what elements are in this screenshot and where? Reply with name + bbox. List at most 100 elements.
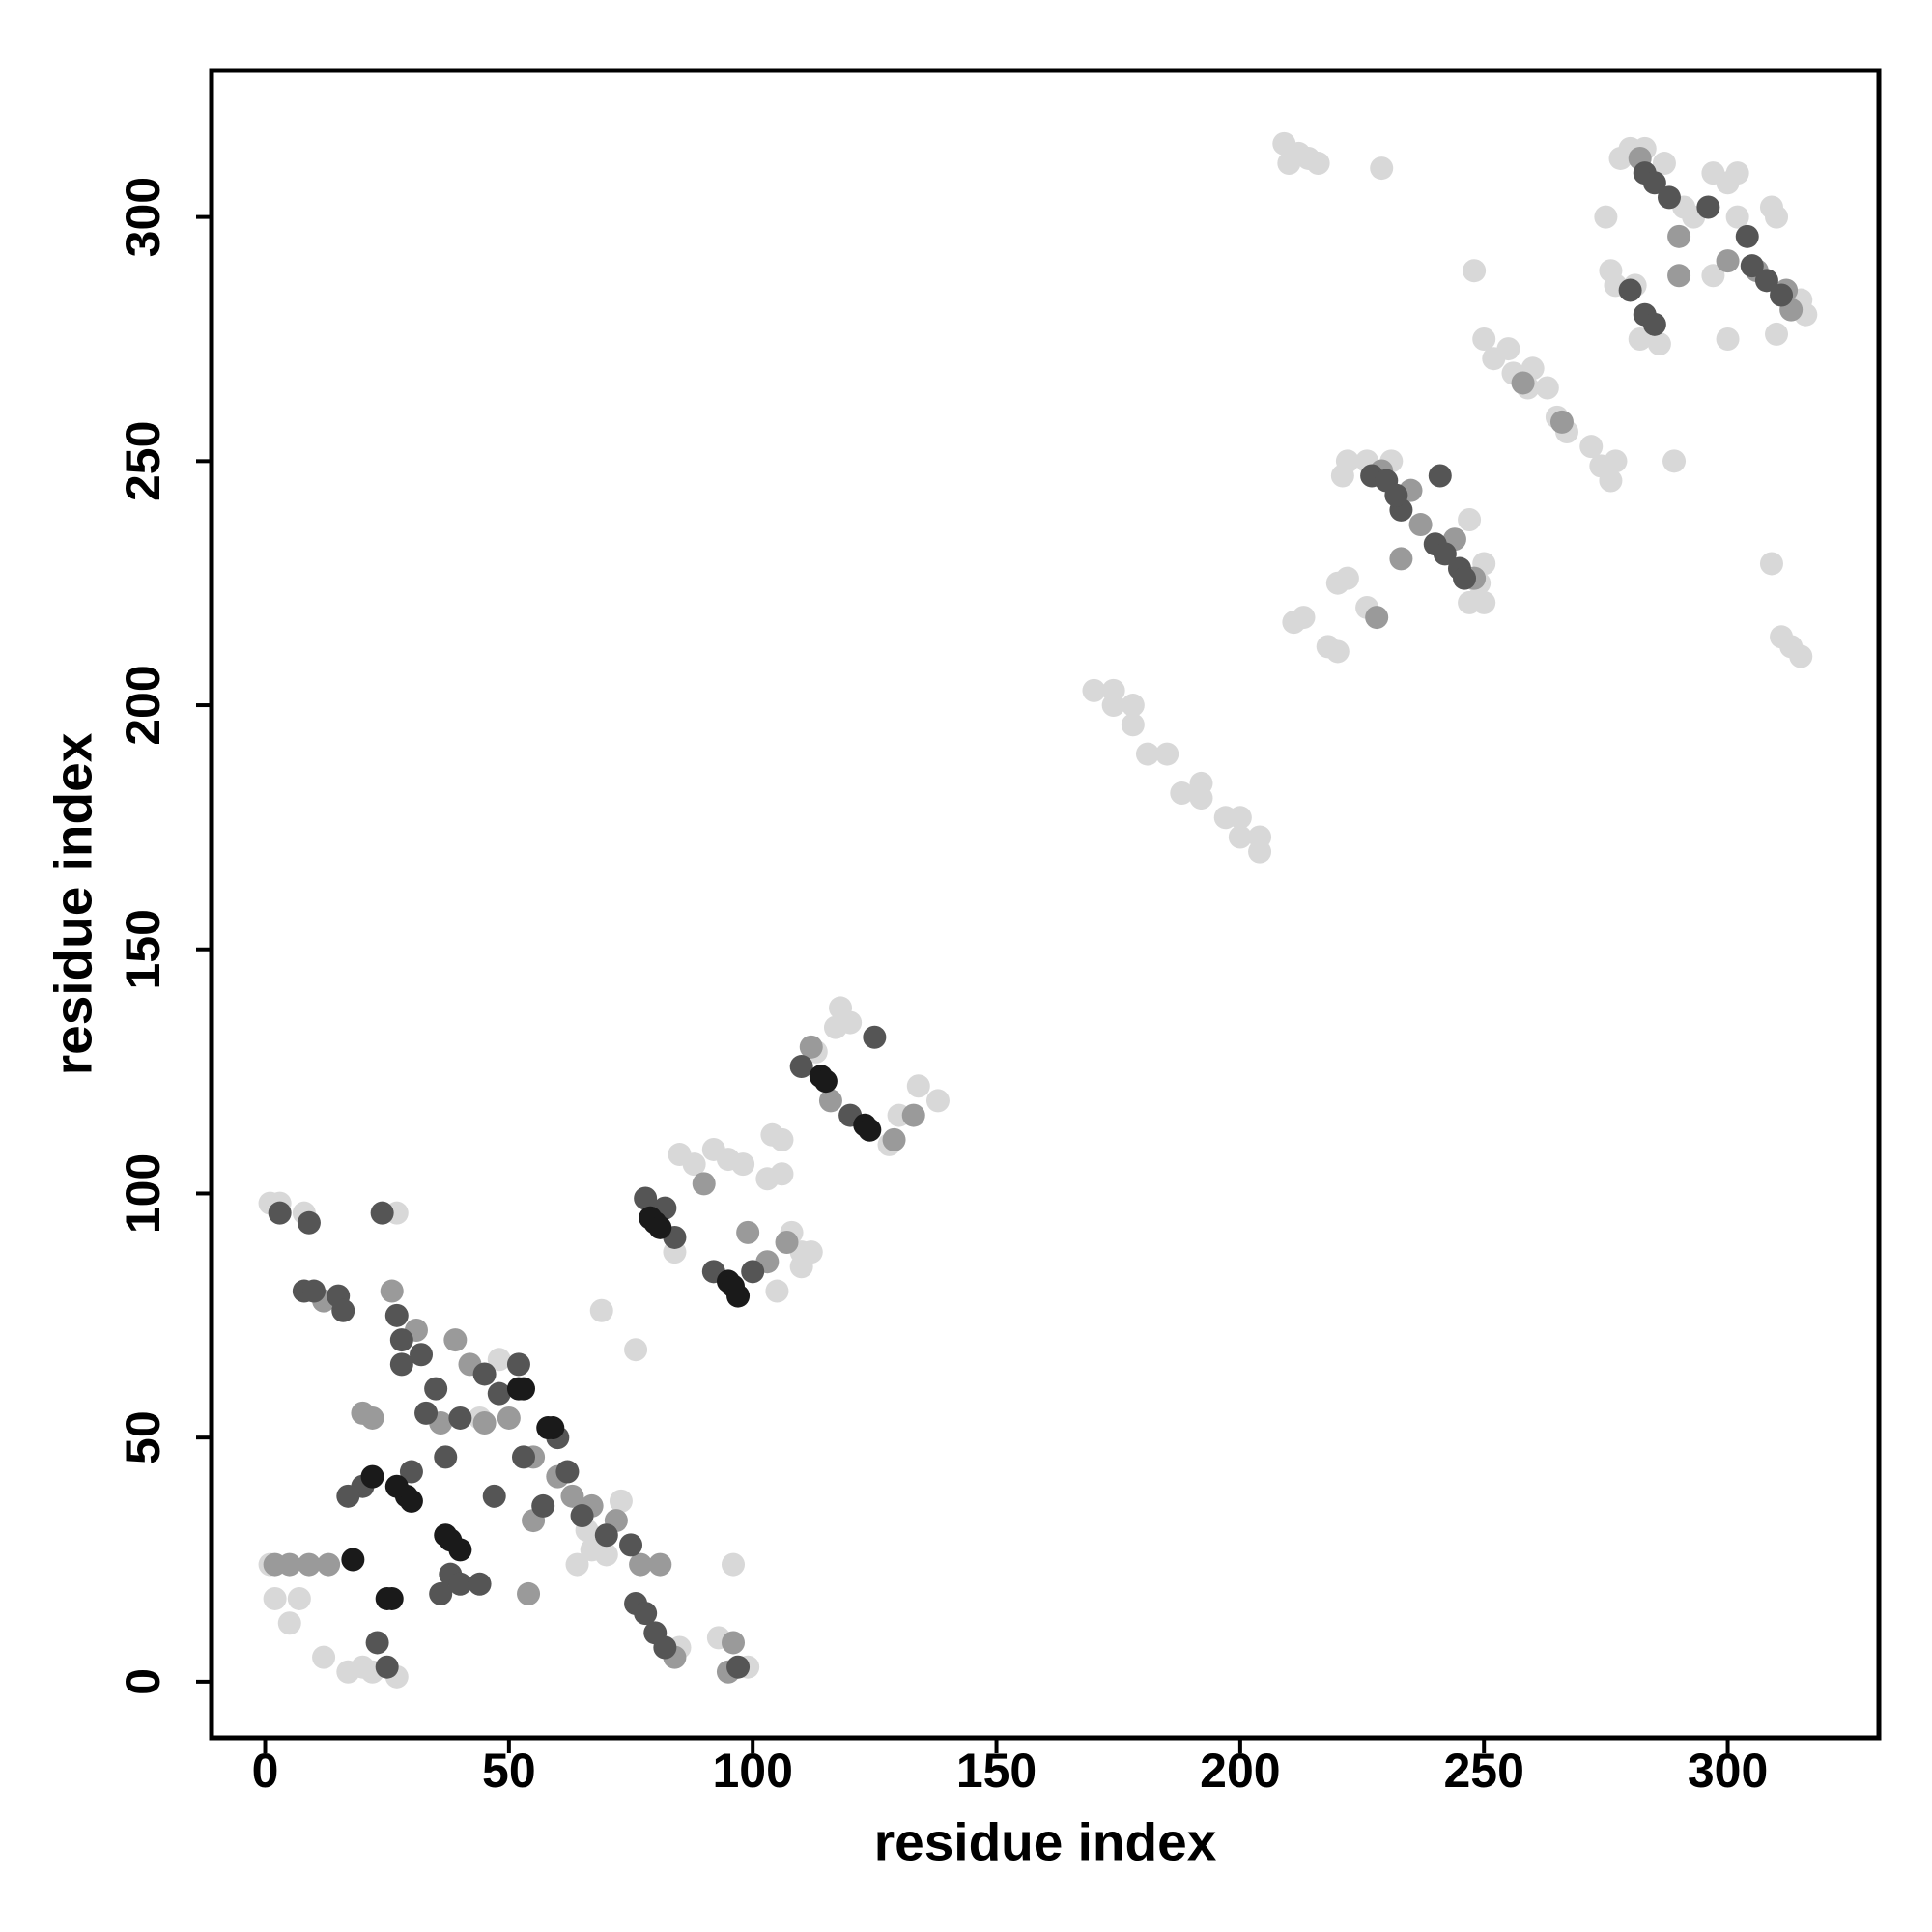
point	[375, 1655, 399, 1679]
point	[301, 1279, 326, 1303]
point	[775, 1231, 799, 1255]
y-tick-label: 300	[116, 177, 170, 257]
point	[722, 1631, 746, 1655]
point	[858, 1118, 882, 1142]
point	[1662, 449, 1687, 473]
point	[1228, 825, 1252, 849]
point	[1667, 224, 1691, 248]
point	[487, 1348, 511, 1372]
point	[1759, 552, 1783, 576]
point	[736, 1220, 760, 1244]
point	[410, 1343, 434, 1367]
point	[629, 1552, 653, 1577]
point	[1716, 249, 1740, 273]
point	[317, 1552, 341, 1577]
point	[726, 1655, 751, 1679]
point	[468, 1572, 492, 1596]
point	[399, 1460, 423, 1484]
x-tick-label: 100	[712, 1744, 792, 1798]
point	[741, 1260, 765, 1284]
point	[1599, 469, 1623, 493]
point	[648, 1215, 672, 1239]
point	[609, 1489, 633, 1513]
point	[1608, 146, 1633, 170]
point	[1618, 278, 1642, 302]
point	[1101, 694, 1125, 718]
point	[472, 1362, 497, 1386]
point	[360, 1464, 384, 1489]
point	[882, 1127, 906, 1151]
point	[1277, 152, 1301, 176]
point	[1121, 713, 1145, 737]
point	[1496, 337, 1520, 361]
point	[380, 1279, 404, 1303]
point	[1594, 205, 1618, 229]
point	[263, 1586, 287, 1610]
point	[434, 1445, 458, 1469]
point	[1652, 152, 1676, 176]
point	[497, 1406, 521, 1430]
point	[1135, 742, 1159, 766]
point	[365, 1631, 389, 1655]
point	[1189, 786, 1213, 810]
point	[634, 1186, 658, 1210]
point	[472, 1411, 497, 1435]
point	[692, 1172, 716, 1196]
point	[653, 1635, 677, 1660]
x-tick-label: 0	[252, 1744, 279, 1798]
point	[925, 1089, 950, 1113]
point	[360, 1406, 384, 1430]
point	[770, 1162, 794, 1186]
point	[619, 1533, 643, 1557]
point	[1789, 644, 1813, 668]
point	[565, 1552, 589, 1577]
point	[1228, 806, 1252, 830]
point	[511, 1377, 535, 1401]
point	[634, 1602, 658, 1626]
x-tick-label: 50	[482, 1744, 536, 1798]
point	[1335, 449, 1359, 473]
point	[1628, 327, 1652, 351]
point	[731, 1152, 755, 1177]
point	[570, 1504, 594, 1528]
point	[1735, 224, 1759, 248]
point	[384, 1474, 409, 1498]
point	[506, 1352, 530, 1377]
point	[1765, 322, 1789, 346]
x-tick-label: 200	[1200, 1744, 1280, 1798]
y-tick-label: 50	[116, 1410, 170, 1464]
point	[1325, 639, 1350, 664]
point	[1453, 566, 1477, 590]
point	[1535, 376, 1559, 400]
x-tick-label: 300	[1688, 1744, 1768, 1798]
y-tick-label: 200	[116, 665, 170, 745]
point	[648, 1552, 672, 1577]
point	[277, 1552, 301, 1577]
point	[1716, 327, 1740, 351]
point	[1458, 507, 1482, 531]
point	[487, 1381, 511, 1406]
point	[1667, 264, 1691, 288]
point	[1549, 410, 1574, 434]
point	[341, 1548, 365, 1572]
point	[1604, 449, 1628, 473]
point	[370, 1201, 394, 1225]
y-tick-label: 250	[116, 421, 170, 501]
point	[1647, 332, 1671, 356]
point	[818, 1089, 842, 1113]
point	[380, 1586, 404, 1610]
point	[331, 1298, 355, 1322]
point	[448, 1406, 472, 1430]
point	[336, 1484, 360, 1508]
point	[838, 1010, 863, 1035]
point	[384, 1303, 409, 1327]
point	[555, 1460, 580, 1484]
y-tick-label: 100	[116, 1153, 170, 1234]
point	[1121, 694, 1145, 718]
point	[789, 1055, 813, 1079]
point	[1642, 312, 1666, 336]
x-axis-title: residue index	[874, 1812, 1217, 1872]
point	[799, 1240, 823, 1264]
point	[1155, 742, 1179, 766]
point	[863, 1025, 887, 1049]
